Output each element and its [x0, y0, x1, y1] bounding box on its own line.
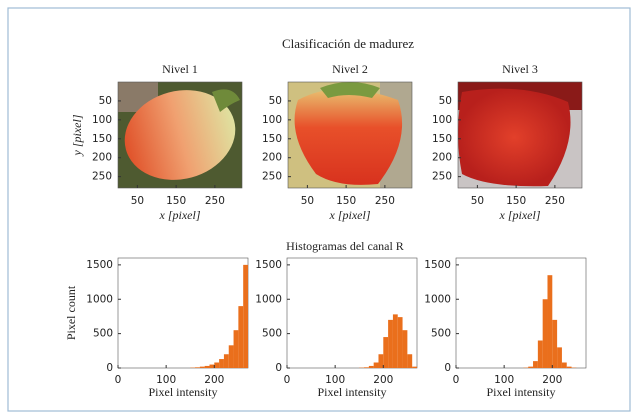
- x-tick-label: 250: [205, 195, 225, 207]
- x-tick-label: 50: [471, 195, 484, 207]
- histogram-bar: [566, 366, 572, 368]
- histogram-bar: [223, 354, 229, 368]
- y-tick-label: 1500: [86, 259, 113, 271]
- y-tick-label: 1000: [424, 293, 451, 305]
- x-axis-label: x [pixel]: [329, 208, 371, 222]
- histogram-bar: [533, 361, 538, 368]
- histogram-bar: [412, 366, 417, 368]
- y-tick-label: 250: [92, 171, 112, 183]
- image-2: [288, 82, 412, 188]
- y-tick-label: 50: [99, 95, 112, 107]
- y-tick-label: 200: [262, 152, 282, 164]
- histogram-bar: [204, 365, 210, 368]
- y-tick-label: 0: [106, 362, 113, 374]
- histogram-bar: [199, 366, 205, 368]
- histogram-bar: [383, 337, 389, 368]
- histogram-bar: [388, 319, 393, 368]
- x-axis-label: Pixel intensity: [149, 385, 218, 399]
- y-tick-label: 0: [275, 362, 282, 374]
- histogram-bar: [407, 354, 413, 368]
- histogram-bar: [402, 330, 408, 368]
- histogram-bar: [542, 299, 548, 368]
- y-tick-label: 250: [262, 171, 282, 183]
- x-tick-label: 200: [542, 374, 562, 386]
- histogram-bar: [392, 314, 398, 368]
- histogram-bar: [528, 366, 534, 368]
- image-frame: [287, 81, 413, 189]
- y-tick-label: 100: [432, 114, 452, 126]
- y-tick-label: 1000: [86, 293, 113, 305]
- y-tick-label: 500: [93, 328, 113, 340]
- histogram-bar: [378, 354, 384, 368]
- y-tick-label: 200: [432, 152, 452, 164]
- y-tick-label: 250: [432, 171, 452, 183]
- x-tick-label: 100: [156, 374, 176, 386]
- x-axis-label: Pixel intensity: [318, 385, 387, 399]
- image-3: [458, 82, 582, 188]
- y-tick-label: 1500: [255, 259, 282, 271]
- x-tick-label: 250: [545, 195, 565, 207]
- panel-title: Nivel 1: [162, 62, 198, 76]
- frame: [7, 7, 631, 412]
- histogram-bar: [552, 319, 558, 368]
- histogram-bar: [373, 362, 379, 368]
- histogram-bar: [364, 367, 369, 368]
- x-tick-label: 50: [131, 195, 144, 207]
- histogram-bar: [397, 317, 403, 368]
- y-tick-label: 100: [92, 114, 112, 126]
- histogram-bar: [537, 340, 543, 368]
- histogram-title: Histogramas del canal R: [286, 239, 404, 253]
- y-axis-label: Pixel count: [64, 285, 78, 340]
- x-tick-label: 150: [336, 195, 356, 207]
- histogram-bar: [214, 362, 220, 368]
- x-tick-label: 0: [284, 374, 291, 386]
- y-tick-label: 500: [262, 328, 282, 340]
- y-tick-label: 50: [269, 95, 282, 107]
- panel-title: Nivel 3: [502, 62, 538, 76]
- plot-frame: [286, 257, 418, 369]
- histogram-bar: [243, 264, 248, 368]
- image-frame: [117, 81, 243, 189]
- x-axis-label: Pixel intensity: [487, 385, 556, 399]
- histogram-bar: [557, 347, 562, 368]
- histogram-bar: [233, 330, 239, 368]
- histogram-bar: [219, 359, 224, 368]
- image-frame: [457, 81, 583, 189]
- y-tick-label: 150: [432, 133, 452, 145]
- y-tick-label: 200: [92, 152, 112, 164]
- y-tick-label: 150: [262, 133, 282, 145]
- y-tick-label: 100: [262, 114, 282, 126]
- histogram-bar: [561, 362, 567, 368]
- x-tick-label: 250: [375, 195, 395, 207]
- y-tick-label: 150: [92, 133, 112, 145]
- figure-title: Clasificación de madurez: [282, 36, 414, 51]
- histogram-bar: [368, 365, 374, 368]
- x-tick-label: 100: [494, 374, 514, 386]
- image-1: [118, 82, 242, 188]
- x-tick-label: 0: [115, 374, 122, 386]
- x-tick-label: 200: [204, 374, 224, 386]
- histogram-bar: [228, 345, 234, 368]
- x-axis-label: x [pixel]: [499, 208, 541, 222]
- x-tick-label: 200: [373, 374, 393, 386]
- y-tick-label: 1500: [424, 259, 451, 271]
- x-tick-label: 150: [506, 195, 526, 207]
- y-tick-label: 0: [444, 362, 451, 374]
- histogram-bar: [195, 367, 200, 368]
- y-axis-label: y [pixel]: [70, 114, 84, 156]
- panel-title: Nivel 2: [332, 62, 368, 76]
- x-tick-label: 50: [301, 195, 314, 207]
- x-tick-label: 100: [325, 374, 345, 386]
- plot-frame: [455, 257, 587, 369]
- histogram-bar: [238, 306, 244, 368]
- y-tick-label: 50: [439, 95, 452, 107]
- y-tick-label: 500: [431, 328, 451, 340]
- histogram-bar: [547, 275, 553, 368]
- histogram-bar: [209, 364, 215, 368]
- x-tick-label: 150: [166, 195, 186, 207]
- x-axis-label: x [pixel]: [159, 208, 201, 222]
- y-tick-label: 1000: [255, 293, 282, 305]
- x-tick-label: 0: [453, 374, 460, 386]
